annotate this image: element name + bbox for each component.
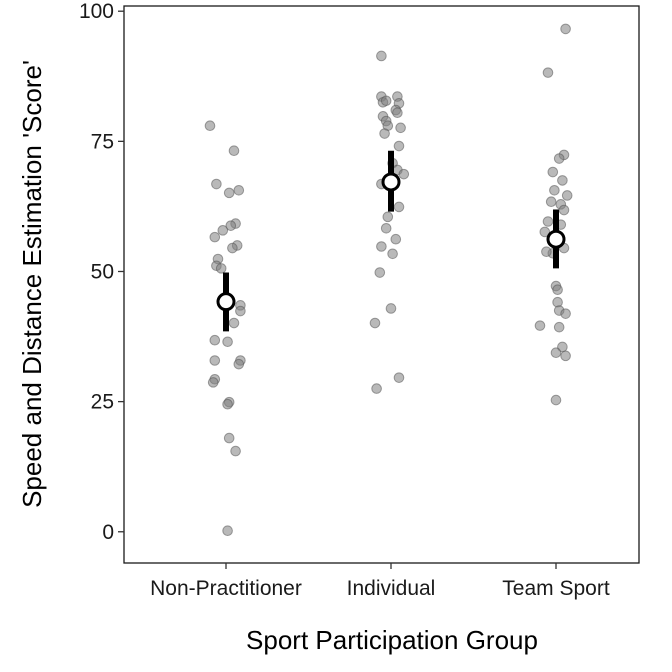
data-point [225,220,237,231]
data-point [550,347,562,358]
y-axis-title: Speed and Distance Estimation 'Score' [17,60,47,508]
data-point [541,246,552,258]
y-tick-label: 100 [79,0,114,23]
data-point [376,50,387,62]
data-point [223,432,235,444]
data-point [222,336,233,348]
x-axis: Non-Practitioner Individual Team Sport [150,563,610,600]
group-mean-marker [216,292,236,312]
data-point [380,222,392,234]
data-point [222,398,233,410]
data-point [549,184,560,196]
data-point [560,308,571,319]
data-point [371,383,382,394]
data-point [227,242,238,254]
data-point [539,226,551,238]
data-point [209,334,221,346]
data-point [553,321,565,333]
data-point [374,267,386,278]
data-point [542,216,554,227]
data-point [215,263,227,274]
data-point [207,377,219,388]
data-point [393,201,405,213]
data-point [393,140,405,152]
raw-points [204,23,573,537]
data-point [542,67,554,78]
group-summaries [216,150,566,332]
y-tick-label: 0 [102,521,114,544]
data-point [385,303,397,314]
data-point [376,241,387,252]
data-point [233,358,245,370]
data-point [558,204,570,216]
data-point [233,184,245,196]
data-point [209,231,221,243]
data-point [545,196,557,208]
data-point [382,211,394,223]
data-point [395,122,406,134]
data-point [217,225,229,236]
plot-panel [123,5,640,564]
x-tick-label: Team Sport [502,577,610,600]
y-tick-label: 25 [91,391,114,414]
data-point [393,372,405,383]
data-point [211,178,222,190]
x-tick-label: Individual [347,577,436,600]
data-point [222,525,233,537]
y-axis: 0 25 50 75 100 [79,0,124,544]
data-point [230,445,241,457]
x-axis-title: Sport Participation Group [246,625,538,655]
data-point [560,350,571,362]
data-point [369,317,381,329]
data-point [390,233,402,245]
data-point [553,153,565,164]
data-point [534,320,546,331]
data-point [398,168,410,180]
data-point [557,175,568,186]
data-point [228,145,240,157]
data-point [561,190,573,201]
data-point [547,166,559,178]
y-tick-label: 50 [91,260,114,283]
data-point [380,95,392,107]
data-point [235,305,246,317]
x-tick-label: Non-Practitioner [150,577,302,600]
data-point [387,248,398,260]
group-mean-marker [381,172,401,192]
y-tick-label: 75 [91,130,114,153]
data-point [552,284,563,296]
data-point [223,187,235,199]
data-point [204,120,216,132]
data-point [209,355,221,366]
data-point [379,128,390,139]
data-point [228,317,240,329]
data-point [560,23,571,35]
group-mean-marker [546,229,566,249]
data-point [392,107,403,119]
data-point [550,394,562,406]
